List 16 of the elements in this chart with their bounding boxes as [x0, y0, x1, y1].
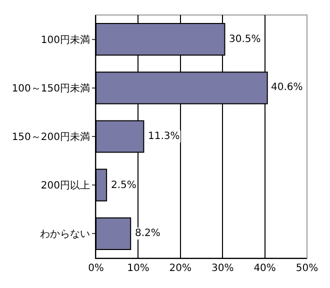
data-label: 40.6%	[271, 82, 303, 93]
y-tick-label: 150～200円未満	[12, 131, 90, 143]
x-tick-label: 20%	[169, 263, 192, 274]
data-label: 11.3%	[148, 131, 180, 142]
x-tick-label: 40%	[254, 263, 276, 274]
x-tick-label: 10%	[127, 263, 150, 274]
data-label: 2.5%	[111, 180, 136, 191]
x-tick-label: 0%	[88, 263, 104, 274]
y-tick-label: 100～150円未満	[12, 82, 90, 94]
x-tick-label: 30%	[211, 263, 234, 274]
data-label: 8.2%	[135, 228, 160, 239]
y-tick-label: 200円以上	[40, 180, 90, 192]
data-label: 30.5%	[229, 34, 261, 45]
x-tick-label: 50%	[296, 263, 318, 274]
y-tick-label: わからない	[40, 229, 90, 240]
y-tick-label: 100円未満	[40, 34, 90, 46]
